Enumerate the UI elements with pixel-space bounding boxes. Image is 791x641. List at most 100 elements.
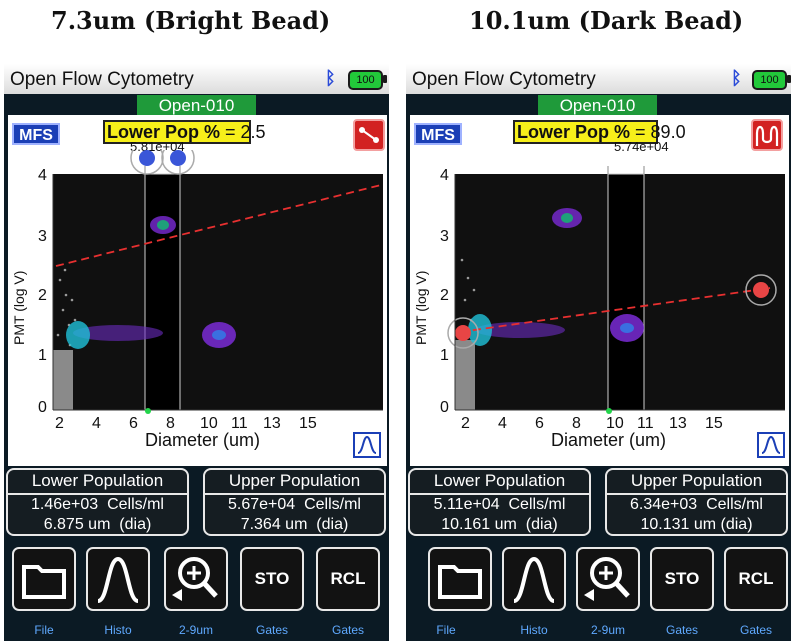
histogram-toggle-button[interactable] — [353, 432, 381, 458]
x-tick: 6 — [129, 415, 138, 432]
upper-population-panel: Upper Population 6.34e+03 Cells/ml 10.13… — [605, 468, 788, 536]
zoom-button[interactable] — [164, 547, 228, 611]
lower-dia-label: (dia) — [525, 516, 558, 533]
recall-icon: RCL — [330, 569, 366, 588]
folder-icon — [438, 565, 482, 599]
upper-population-panel: Upper Population 5.67e+04 Cells/ml 7.364… — [203, 468, 386, 536]
x-tick: 6 — [535, 415, 544, 432]
file-name-tag[interactable]: Open-010 — [137, 95, 256, 117]
store-icon: STO — [254, 569, 290, 588]
upper-population-title: Upper Population — [607, 470, 786, 495]
upper-population-title: Upper Population — [205, 470, 384, 495]
cluster-lower-right — [202, 322, 236, 348]
upper-diameter: 10.131 um — [640, 516, 717, 533]
file-name-tag[interactable]: Open-010 — [538, 95, 657, 117]
x-tick: 4 — [498, 415, 507, 432]
cluster-lower-right — [610, 314, 644, 342]
y-tick: 1 — [440, 347, 449, 364]
y-tick: 2 — [440, 287, 449, 304]
lower-pop-field[interactable]: Lower Pop % = 89.0 — [513, 120, 686, 144]
y-tick: 3 — [440, 228, 449, 245]
gate-handle-right — [170, 150, 186, 166]
battery-icon: 100 — [348, 70, 383, 90]
mfs-button[interactable]: MFS — [414, 123, 462, 145]
gate-handle-ring-left — [130, 150, 164, 175]
upper-concentration: 5.67e+04 — [228, 496, 296, 513]
x-tick: 10 — [200, 415, 218, 432]
x-tick: 13 — [669, 415, 687, 432]
gate-mode-button[interactable] — [353, 119, 385, 151]
gate-handle-left — [139, 150, 155, 166]
gate-band — [144, 173, 181, 411]
recall-gates-button[interactable]: RCL — [724, 547, 788, 611]
recall-gates-button[interactable]: RCL — [316, 547, 380, 611]
title-bar: Open Flow Cytometry ᛒ 100 — [406, 64, 791, 94]
y-tick: 0 — [38, 399, 47, 416]
battery-tip — [383, 75, 387, 83]
caption-left: 7.3um (Bright Bead) — [51, 6, 331, 35]
lower-conc-unit: Cells/ml — [107, 496, 164, 513]
mfs-button[interactable]: MFS — [12, 123, 60, 145]
threshold-handle-ring-left — [447, 317, 479, 349]
gate-line-icon — [359, 127, 379, 143]
x-axis-label: Diameter (um) — [551, 430, 666, 450]
y-tick: 4 — [440, 167, 449, 184]
lower-conc-unit: Cells/ml — [508, 496, 566, 513]
recall-icon: RCL — [738, 569, 774, 588]
caption-right: 10.1um (Dark Bead) — [469, 6, 744, 35]
upper-concentration: 6.34e+03 — [630, 496, 698, 513]
y-tick: 0 — [440, 399, 449, 416]
lower-pop-label: Lower Pop % — [517, 122, 631, 142]
battery-icon: 100 — [752, 70, 787, 90]
y-tick: 1 — [38, 347, 47, 364]
y-axis-label: PMT (log V) — [11, 271, 27, 345]
histo-button[interactable] — [86, 547, 150, 611]
y-axis-label: PMT (log V) — [413, 271, 429, 345]
file-button[interactable] — [12, 547, 76, 611]
gate-marker — [606, 408, 612, 414]
battery-tip — [787, 75, 791, 83]
cluster-streak — [66, 321, 163, 349]
lower-pop-field[interactable]: Lower Pop % = 2.5 — [103, 120, 266, 144]
gate-value: 5.81e+04 — [130, 139, 185, 154]
tool-label: Histo — [104, 623, 132, 637]
upper-dia-label: (dia) — [316, 516, 349, 533]
x-tick: 10 — [606, 415, 624, 432]
x-tick: 2 — [461, 415, 470, 432]
zoom-button[interactable] — [576, 547, 640, 611]
store-gates-button[interactable]: STO — [240, 547, 304, 611]
store-gates-button[interactable]: STO — [650, 547, 714, 611]
x-tick: 4 — [92, 415, 101, 432]
lower-pop-value: = 89.0 — [635, 122, 686, 142]
tool-label: File — [436, 623, 456, 637]
x-tick: 11 — [231, 415, 248, 432]
tool-label: Gates — [331, 623, 364, 637]
tool-label: File — [34, 623, 54, 637]
file-button[interactable] — [428, 547, 492, 611]
y-tick: 4 — [38, 167, 47, 184]
gate-handle-ring-right — [161, 150, 195, 175]
tool-label: Gates — [739, 623, 772, 637]
app-title: Open Flow Cytometry — [412, 69, 596, 90]
lower-pop-label: Lower Pop % — [107, 122, 221, 142]
store-icon: STO — [664, 569, 700, 588]
x-axis-label: Diameter (um) — [145, 430, 260, 450]
y-tick: 3 — [38, 228, 47, 245]
gate-band — [607, 173, 645, 411]
device-screen-left: Open Flow Cytometry ᛒ 100 Open-010 MFS L… — [4, 64, 389, 641]
lower-population-panel: Lower Population 5.11e+04 Cells/ml 10.16… — [408, 468, 591, 536]
lower-diameter: 6.875 um — [43, 516, 111, 533]
app-title: Open Flow Cytometry — [10, 69, 194, 90]
tool-label: 2-9um — [178, 623, 213, 637]
lower-diameter: 10.161 um — [441, 516, 517, 533]
histo-button[interactable] — [502, 547, 566, 611]
upper-diameter: 7.364 um — [240, 516, 308, 533]
histogram-mode-button[interactable] — [751, 119, 783, 151]
bluetooth-icon: ᛒ — [325, 68, 336, 88]
x-tick: 15 — [299, 415, 317, 432]
lower-pop-value: = 2.5 — [225, 122, 266, 142]
histogram-mode-icon — [755, 125, 779, 146]
histogram-toggle-button[interactable] — [757, 432, 785, 458]
bluetooth-icon: ᛒ — [731, 68, 742, 88]
tool-label: Gates — [255, 623, 288, 637]
